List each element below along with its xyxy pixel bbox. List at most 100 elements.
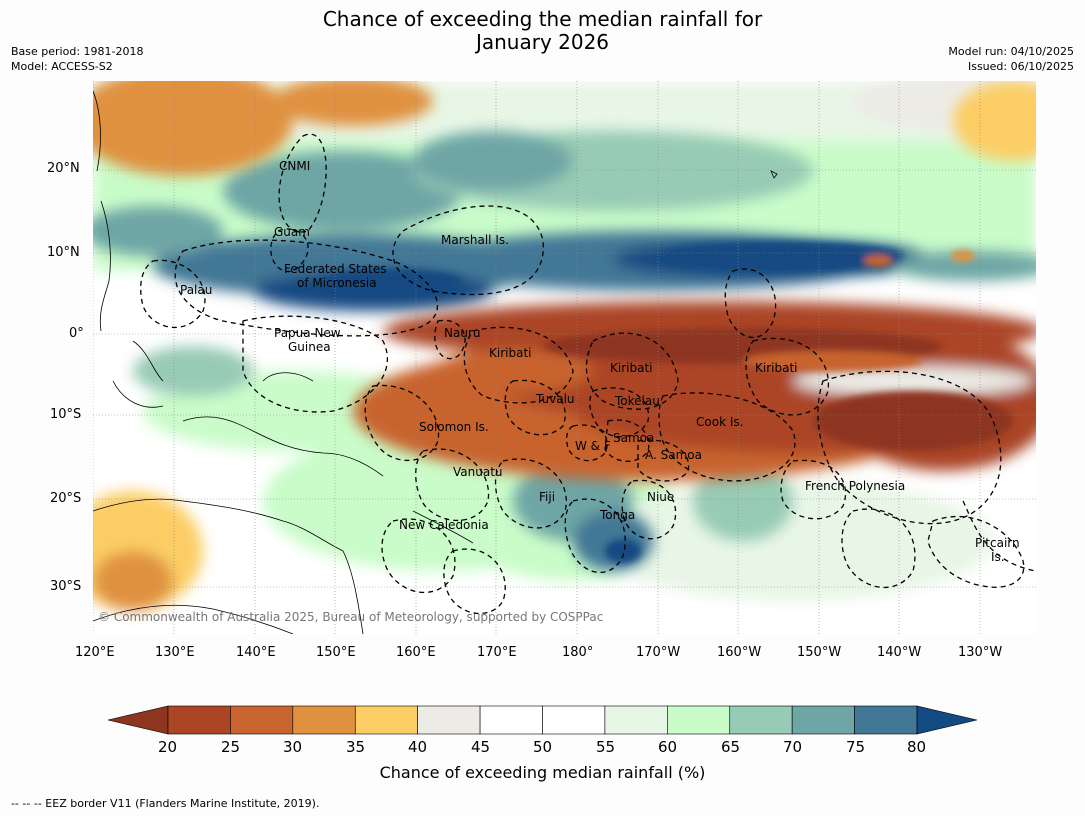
map-title-line2: January 2026	[475, 30, 610, 54]
lon-tick-130w: 130°W	[958, 645, 1003, 660]
cb-tick-65: 65	[721, 738, 741, 756]
label-tonga: Tonga	[599, 508, 635, 522]
eez-cnmi	[278, 133, 327, 233]
cb-tick-35: 35	[346, 738, 366, 756]
lat-tick-30s: 30°S	[50, 579, 82, 594]
lon-tick-180: 180°	[562, 645, 594, 660]
eez-niue	[621, 479, 677, 540]
cb-tick-30: 30	[283, 738, 303, 756]
issued-text: Issued: 06/10/2025	[967, 60, 1074, 73]
colorbar-segment	[729, 705, 793, 735]
eez-solomon	[364, 384, 440, 462]
label-niue: Niue	[647, 490, 674, 504]
lon-tick-120e: 120°E	[75, 645, 115, 660]
colorbar-segment	[230, 705, 294, 735]
eez-french-polynesia	[817, 370, 1002, 525]
label-fsm-1: Federated States	[284, 262, 386, 276]
cb-tick-25: 25	[221, 738, 241, 756]
label-tokelau: Tokelau	[614, 394, 660, 408]
region-labels: CNMI Guam Marshall Is. Federated States …	[180, 159, 1020, 564]
lat-tick-20n: 20°N	[47, 161, 80, 176]
colorbar-segment	[417, 705, 481, 735]
cb-tick-20: 20	[158, 738, 178, 756]
lon-tick-160w: 160°W	[717, 645, 762, 660]
label-solomon: Solomon Is.	[419, 420, 489, 434]
colorbar-segment	[604, 705, 668, 735]
colorbar-title: Chance of exceeding median rainfall (%)	[379, 763, 706, 782]
eez-norfolk	[443, 548, 506, 615]
colorbar-segments	[167, 705, 918, 735]
lat-tick-0: 0°	[69, 326, 84, 341]
eez-pitcairn	[927, 516, 1025, 588]
lon-tick-130e: 130°E	[155, 645, 195, 660]
colorbar-segment	[167, 705, 231, 735]
lat-tick-10n: 10°N	[47, 245, 80, 260]
lon-tick-170w: 170°W	[636, 645, 681, 660]
eez-austral	[841, 508, 916, 588]
lon-tick-140e: 140°E	[236, 645, 276, 660]
graticule	[93, 81, 1036, 634]
eez-vanuatu	[415, 448, 490, 522]
eez-palau	[140, 259, 206, 328]
eez-guam	[270, 228, 309, 273]
label-asamoa: A. Samoa	[645, 448, 702, 462]
cb-tick-75: 75	[846, 738, 866, 756]
label-guam: Guam	[274, 225, 310, 239]
label-wf: W & F	[575, 439, 611, 453]
cb-tick-50: 50	[533, 738, 553, 756]
label-pitcairn-1: Pitcairn	[975, 536, 1020, 550]
lat-tick-10s: 10°S	[50, 407, 82, 422]
colorbar-segment	[354, 705, 418, 735]
label-french-polynesia: French Polynesia	[805, 479, 905, 493]
eez-tonga	[564, 498, 626, 573]
eez-samoa	[604, 419, 650, 462]
eez-fsm	[174, 239, 438, 337]
rainfall-field-cores	[323, 242, 1013, 563]
label-new-caledonia: New Caledonia	[399, 518, 489, 532]
lon-tick-170e: 170°E	[477, 645, 517, 660]
label-vanuatu: Vanuatu	[453, 465, 503, 479]
label-pitcairn-2: Is.	[991, 550, 1005, 564]
copyright-text: © Commonwealth of Australia 2025, Bureau…	[98, 610, 603, 624]
eez-tokelau	[589, 387, 650, 438]
colorbar-low-arrow	[107, 705, 169, 735]
eez-png	[242, 315, 389, 413]
eez-line-islands-n	[724, 268, 777, 339]
label-png-2: Guinea	[288, 340, 331, 354]
lon-tick-160e: 160°E	[396, 645, 436, 660]
lon-tick-140w: 140°W	[877, 645, 922, 660]
rainfall-map: CNMI Guam Marshall Is. Federated States …	[93, 81, 1036, 634]
eez-fiji	[494, 458, 567, 529]
base-period-text: Base period: 1981-2018	[11, 45, 144, 58]
cb-tick-40: 40	[408, 738, 428, 756]
cb-tick-45: 45	[471, 738, 491, 756]
eez-kiribati-e	[745, 337, 829, 416]
eez-marshall	[392, 205, 544, 296]
eez-kiribati-w	[463, 326, 574, 404]
map-title-line1: Chance of exceeding the median rainfall …	[322, 7, 763, 31]
label-kiribati-e: Kiribati	[755, 361, 797, 375]
eez-borders	[140, 133, 1036, 615]
colorbar-segment	[854, 705, 918, 735]
eez-kiribati-c	[585, 332, 679, 410]
eez-tuvalu	[504, 379, 566, 436]
colorbar-segment	[479, 705, 543, 735]
colorbar-segment	[542, 705, 606, 735]
label-cnmi: CNMI	[279, 159, 310, 173]
cb-tick-60: 60	[658, 738, 678, 756]
eez-nauru	[434, 319, 466, 360]
eez-wf	[566, 424, 608, 462]
lon-tick-150e: 150°E	[316, 645, 356, 660]
label-tuvalu: Tuvalu	[535, 392, 575, 406]
eez-footnote: -- -- -- EEZ border V11 (Flanders Marine…	[11, 797, 320, 810]
label-kiribati-c: Kiribati	[610, 361, 652, 375]
label-fsm-2: of Micronesia	[297, 276, 377, 290]
label-marshall: Marshall Is.	[441, 233, 509, 247]
label-fiji: Fiji	[539, 490, 555, 504]
eez-pitcairn-edge	[962, 500, 1036, 572]
lat-tick-20s: 20°S	[50, 491, 82, 506]
colorbar-segment	[791, 705, 855, 735]
lon-tick-150w: 150°W	[797, 645, 842, 660]
cb-tick-80: 80	[907, 738, 927, 756]
cb-tick-70: 70	[783, 738, 803, 756]
